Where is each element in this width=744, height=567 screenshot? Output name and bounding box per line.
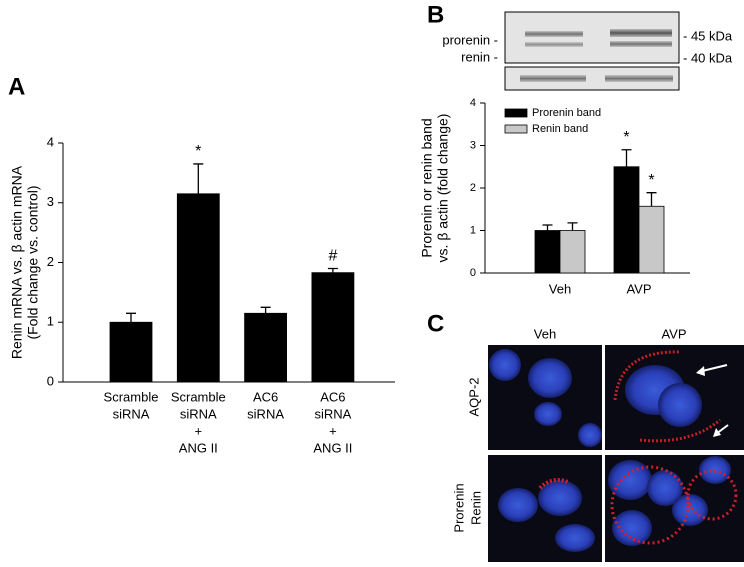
- x-tick-label: siRNA: [180, 406, 217, 421]
- row-label: Renin: [468, 491, 483, 525]
- annotation: *: [623, 129, 629, 146]
- x-tick-label: siRNA: [113, 406, 150, 421]
- y-tick-label: 2: [47, 254, 54, 269]
- y-tick-label: 2: [470, 182, 476, 194]
- column-label: AVP: [661, 326, 686, 341]
- y-axis-label: vs. β actin (fold change): [435, 114, 451, 263]
- bar: [311, 272, 355, 383]
- x-tick-label: Scramble: [104, 389, 159, 404]
- y-tick-label: 4: [47, 134, 54, 149]
- y-axis-label: (Fold change vs. control): [25, 185, 41, 339]
- error-bar: [193, 163, 204, 194]
- legend-swatch: [504, 108, 528, 118]
- y-axis-label: Renin mRNA vs. β actin mRNA: [9, 165, 25, 359]
- bar: [638, 205, 665, 274]
- annotation: *: [195, 143, 201, 160]
- bar: [176, 193, 220, 383]
- y-tick-label: 0: [47, 373, 54, 388]
- bar: [244, 312, 288, 383]
- microscopy: [488, 345, 744, 562]
- y-tick-label: 3: [47, 194, 54, 209]
- error-bar: [542, 224, 553, 231]
- column-label: Veh: [534, 326, 556, 341]
- error-bar: [327, 267, 338, 273]
- annotation: *: [648, 172, 654, 189]
- bar: [109, 321, 153, 383]
- legend-label: Prorenin band: [532, 107, 601, 119]
- x-tick-label: AC6: [253, 389, 278, 404]
- x-tick-label: ANG II: [179, 440, 218, 455]
- x-tick-label: ANG II: [313, 440, 352, 455]
- panel-label: A: [8, 73, 25, 100]
- panel-label: C: [427, 310, 444, 337]
- y-tick-label: 3: [470, 139, 476, 151]
- x-tick-label: AC6: [320, 389, 345, 404]
- y-tick-label: 1: [470, 224, 476, 236]
- legend-label: Renin band: [532, 123, 588, 135]
- y-tick-label: 0: [470, 267, 476, 279]
- blot-marker: - 45 kDa: [683, 28, 733, 43]
- bar: [559, 230, 586, 274]
- y-tick-label: 4: [470, 97, 476, 109]
- y-axis-label: Prorenin or renin band: [419, 118, 435, 257]
- x-tick-label: +: [329, 423, 337, 438]
- blot-label: renin -: [461, 49, 498, 64]
- legend-swatch: [504, 124, 528, 134]
- x-tick-label: siRNA: [314, 406, 351, 421]
- annotation: #: [328, 248, 337, 265]
- x-tick-label: Scramble: [171, 389, 226, 404]
- bar: [613, 166, 640, 274]
- error-bar: [567, 222, 578, 231]
- error-bar: [646, 192, 657, 207]
- bar: [534, 230, 561, 274]
- error-bar: [260, 306, 271, 314]
- panel-label: B: [427, 1, 444, 28]
- x-tick-label: siRNA: [247, 406, 284, 421]
- x-tick-label: Veh: [549, 281, 571, 296]
- blot: [504, 11, 680, 91]
- x-tick-label: +: [195, 423, 203, 438]
- row-label: Prorenin: [451, 483, 466, 532]
- blot-marker: - 40 kDa: [683, 50, 733, 65]
- error-bar: [126, 312, 136, 323]
- row-label: AQP-2: [466, 377, 481, 416]
- blot-label: prorenin -: [442, 32, 498, 47]
- y-tick-label: 1: [47, 314, 54, 329]
- x-tick-label: AVP: [626, 281, 651, 296]
- error-bar: [621, 149, 632, 167]
